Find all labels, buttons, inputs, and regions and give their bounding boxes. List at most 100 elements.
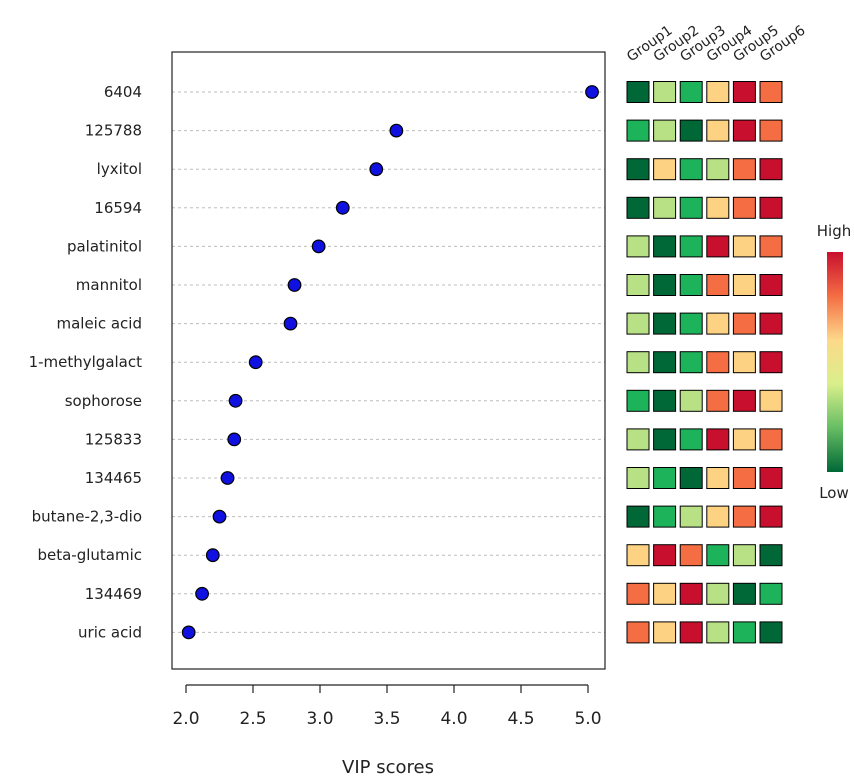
heatmap-cell (759, 582, 783, 605)
heatmap-cell (626, 467, 650, 489)
heatmap-cell (626, 505, 650, 528)
vip-point (369, 162, 384, 177)
heatmap-cell (626, 235, 650, 258)
heatmap-cell (679, 582, 703, 605)
heatmap-cell (732, 158, 756, 181)
color-legend: High Low (817, 222, 851, 502)
vip-point (195, 586, 209, 601)
heatmap-cell (679, 621, 703, 644)
legend-gradient-bar (827, 252, 843, 472)
heatmap-cell (679, 158, 703, 181)
heatmap-cell (626, 274, 650, 296)
feature-labels: 6404 125788 lyxitol 16594 palatinitol mannito… (29, 83, 143, 641)
heatmap-cell (706, 158, 730, 181)
x-axis-title: VIP scores (342, 757, 434, 778)
vip-point (585, 85, 599, 99)
heatmap-cell (653, 389, 677, 412)
heatmap-cell (732, 119, 756, 142)
vip-point (205, 548, 220, 563)
heatmap-cell (653, 505, 677, 528)
heatmap-cell (679, 505, 703, 528)
heatmap-cell (679, 428, 703, 451)
heatmap (626, 81, 783, 644)
heatmap-cell (706, 196, 730, 219)
heatmap-cell (759, 544, 783, 567)
heatmap-cell (759, 312, 783, 335)
vip-point (228, 393, 243, 408)
x-tick-label: 2.5 (239, 709, 266, 729)
heatmap-cell (653, 621, 677, 644)
heatmap-cell (732, 351, 756, 374)
feature-label: beta-glutamic (37, 546, 142, 564)
heatmap-cell (653, 351, 677, 374)
heatmap-cell (759, 621, 783, 644)
heatmap-cell (732, 312, 756, 335)
heatmap-cell (626, 196, 650, 219)
heatmap-cell (626, 428, 650, 451)
heatmap-cell (653, 81, 677, 103)
heatmap-cell (706, 582, 730, 605)
heatmap-cell (626, 158, 650, 181)
heatmap-cell (626, 351, 650, 374)
feature-label: butane-2,3-dio (32, 508, 142, 526)
feature-label: maleic acid (56, 315, 142, 333)
vip-point (212, 509, 227, 524)
heatmap-cell (759, 196, 783, 219)
heatmap-cell (653, 312, 677, 335)
x-tick-label: 3.0 (306, 709, 333, 729)
heatmap-cell (759, 351, 783, 374)
heatmap-cell (626, 621, 650, 644)
heatmap-cell (679, 274, 703, 296)
feature-label: 16594 (94, 199, 142, 217)
heatmap-cell (679, 81, 703, 103)
heatmap-cell (706, 274, 730, 296)
heatmap-cell (653, 467, 677, 489)
plot-frame (171, 51, 606, 670)
heatmap-cell (679, 235, 703, 258)
heatmap-cell (653, 428, 677, 451)
heatmap-cell (732, 582, 756, 605)
heatmap-cell (679, 467, 703, 489)
heatmap-cell (706, 235, 730, 258)
vip-point (181, 625, 196, 640)
feature-label: 125788 (85, 122, 142, 140)
feature-label: lyxitol (97, 160, 142, 178)
heatmap-cell (626, 544, 650, 567)
vip-point (335, 200, 350, 215)
x-tick-label: 3.5 (373, 709, 400, 729)
vip-point (248, 355, 263, 370)
heatmap-cell (626, 81, 650, 103)
heatmap-cell (732, 505, 756, 528)
heatmap-cell (759, 467, 783, 489)
gridlines (172, 91, 605, 633)
feature-label: 6404 (104, 83, 142, 101)
heatmap-cell (732, 274, 756, 296)
vip-point (287, 278, 302, 292)
heatmap-cell (653, 235, 677, 258)
feature-label: 125833 (85, 430, 142, 448)
heatmap-cell (679, 389, 703, 412)
heatmap-cell (732, 428, 756, 451)
heatmap-cell (732, 389, 756, 412)
x-tick-label: 5.0 (574, 709, 601, 729)
feature-label: 134465 (85, 469, 142, 487)
heatmap-cell (653, 544, 677, 567)
heatmap-cell (679, 312, 703, 335)
x-tick-label: 2.0 (172, 709, 199, 729)
data-points (181, 85, 599, 640)
heatmap-cell (759, 81, 783, 103)
heatmap-cell (759, 505, 783, 528)
heatmap-cell (759, 158, 783, 181)
heatmap-cell (706, 81, 730, 103)
heatmap-cell (653, 582, 677, 605)
heatmap-cell (706, 351, 730, 374)
heatmap-cell (732, 544, 756, 567)
heatmap-cell (759, 119, 783, 142)
heatmap-cell (759, 235, 783, 258)
heatmap-cell (732, 235, 756, 258)
heatmap-cell (653, 158, 677, 181)
vip-point (220, 471, 235, 485)
vip-point (227, 432, 242, 447)
